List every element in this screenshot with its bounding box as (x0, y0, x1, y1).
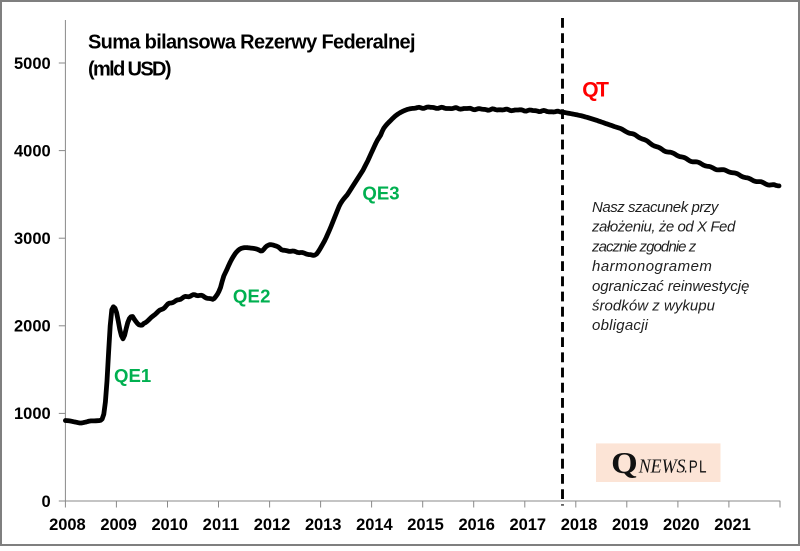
svg-text:2012: 2012 (254, 516, 291, 534)
svg-text:2017: 2017 (510, 516, 547, 534)
svg-text:1000: 1000 (14, 405, 51, 423)
svg-text:ograniczać reinwestycję: ograniczać reinwestycję (592, 278, 749, 295)
svg-text:2000: 2000 (14, 318, 51, 336)
svg-text:2010: 2010 (151, 516, 188, 534)
svg-text:2015: 2015 (407, 516, 444, 534)
svg-text:2014: 2014 (356, 516, 393, 534)
svg-text:Nasz szacunek przy: Nasz szacunek przy (592, 199, 720, 216)
svg-text:QT: QT (582, 78, 609, 101)
svg-text:2008: 2008 (49, 516, 86, 534)
svg-text:środków z wykupu: środków z wykupu (592, 298, 716, 315)
svg-text:5000: 5000 (14, 55, 51, 73)
svg-text:QE1: QE1 (114, 365, 151, 386)
svg-text:obligacji: obligacji (592, 317, 649, 334)
svg-text:2016: 2016 (458, 516, 495, 534)
svg-text:3000: 3000 (14, 230, 51, 248)
svg-text:zacznie zgodnie z: zacznie zgodnie z (591, 238, 697, 255)
svg-text:harmonogramem: harmonogramem (592, 258, 712, 275)
svg-text:4000: 4000 (14, 142, 51, 160)
svg-text:0: 0 (42, 493, 51, 511)
svg-text:QE2: QE2 (233, 286, 271, 307)
svg-text:założeniu, że od X Fed: założeniu, że od X Fed (591, 219, 736, 236)
svg-text:Q: Q (611, 447, 638, 481)
svg-text:2020: 2020 (663, 516, 700, 534)
svg-text:(mld USD): (mld USD) (88, 58, 172, 80)
svg-text:Suma bilansowa Rezerwy Federal: Suma bilansowa Rezerwy Federalnej (88, 32, 416, 54)
svg-text:2018: 2018 (561, 516, 598, 534)
svg-text:2011: 2011 (203, 516, 240, 534)
svg-text:2021: 2021 (714, 516, 751, 534)
svg-text:2009: 2009 (100, 516, 137, 534)
svg-text:2013: 2013 (305, 516, 342, 534)
svg-text:QE3: QE3 (362, 183, 399, 204)
svg-text:.PL: .PL (684, 458, 708, 477)
svg-text:2019: 2019 (612, 516, 649, 534)
svg-text:NEWS: NEWS (638, 455, 686, 477)
